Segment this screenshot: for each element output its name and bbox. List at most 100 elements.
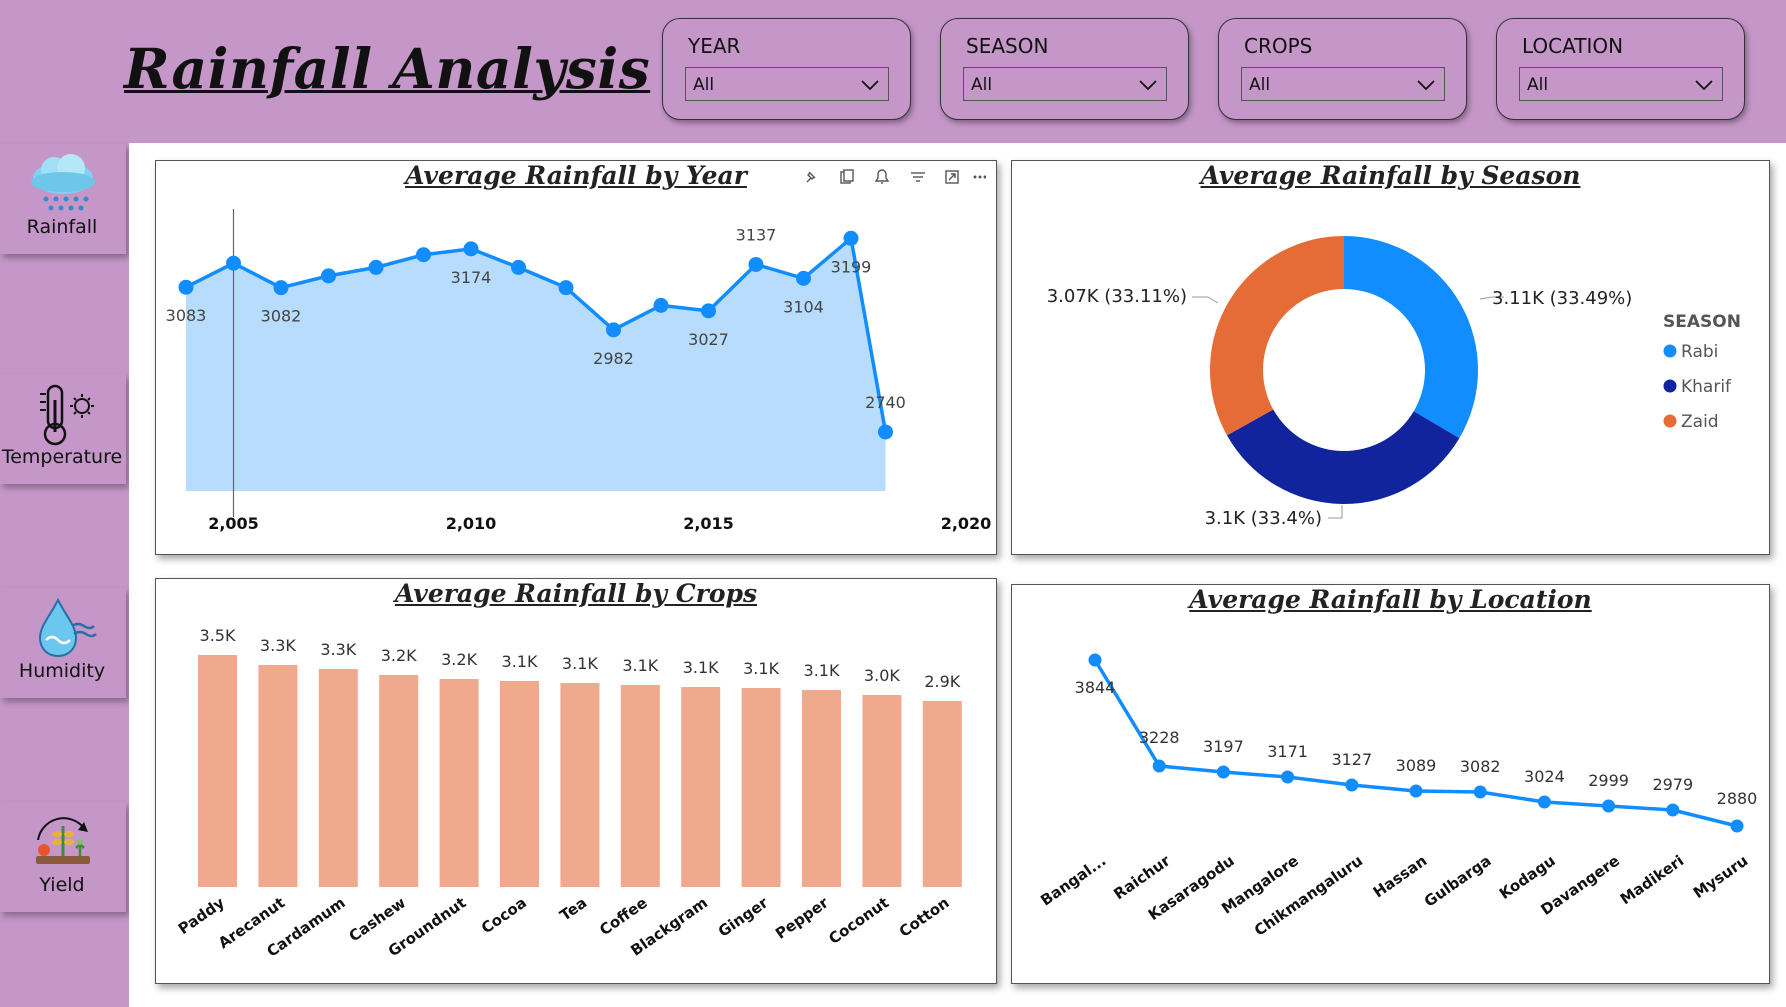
data-label-2006: 3082 <box>261 307 302 326</box>
data-point-2004 <box>178 279 194 295</box>
chevron-down-icon <box>1695 80 1713 91</box>
bar-cardamum <box>318 669 358 887</box>
bar-value-label: 3.1K <box>804 661 840 680</box>
data-label-rabi: 3.11K (33.49%) <box>1492 288 1632 309</box>
location-slicer: LOCATION All <box>1496 18 1745 120</box>
year-dropdown[interactable]: All <box>685 67 889 101</box>
legend-label-kharif: Kharif <box>1681 377 1732 397</box>
bar-value-label: 3.3K <box>260 636 296 655</box>
data-point-madikeri <box>1666 803 1680 817</box>
rainfall-by-year-card[interactable]: 3083 3082 3174 2982 3027 3137 3104 3199 2740 2,00… <box>155 160 997 555</box>
data-label: 3082 <box>1460 757 1501 776</box>
season-slicer-label: SEASON <box>966 34 1049 58</box>
data-label: 3228 <box>1139 728 1180 747</box>
data-point-2016 <box>748 256 764 272</box>
location-dropdown-value: All <box>1527 75 1549 95</box>
x-tick-label: Paddy <box>175 893 228 938</box>
chevron-down-icon <box>1139 80 1157 91</box>
legend-marker-rabi <box>1663 344 1677 358</box>
nav-humidity-button[interactable]: Humidity <box>0 588 126 698</box>
data-label-2018: 3199 <box>831 257 872 276</box>
filter-icon[interactable] <box>911 172 925 182</box>
data-label-2019: 2740 <box>865 393 906 412</box>
bar-cocoa <box>500 681 539 887</box>
data-point-raichur <box>1152 759 1166 773</box>
bar-value-label: 3.2K <box>381 646 417 665</box>
x-tick-label: Gulbarga <box>1421 852 1495 911</box>
data-point-gulbarga <box>1473 785 1487 799</box>
rainfall-by-location-chart: 3844Bangal...3228Raichur3197Kasaragodu31… <box>1037 653 1758 940</box>
plant-yield-icon <box>36 817 90 864</box>
rain-cloud-icon <box>31 154 95 211</box>
season-dropdown[interactable]: All <box>963 67 1167 101</box>
more-options-icon[interactable] <box>973 175 987 179</box>
nav-humidity-label: Humidity <box>18 660 106 682</box>
bar-value-label: 3.1K <box>743 659 779 678</box>
bar-cashew <box>379 675 419 887</box>
slice-rabi <box>1344 236 1478 439</box>
rainfall-by-season-title: Average Rainfall by Season <box>1200 161 1581 190</box>
x-tick-label: Pepper <box>772 893 832 943</box>
data-label-2004: 3083 <box>166 306 207 325</box>
bar-value-label: 3.0K <box>864 666 900 685</box>
location-slicer-label: LOCATION <box>1522 34 1624 58</box>
data-label: 3844 <box>1075 678 1116 697</box>
data-label: 2880 <box>1717 789 1758 808</box>
copy-icon[interactable] <box>840 169 854 184</box>
x-tick-label: Coconut <box>825 894 892 948</box>
rainfall-by-season-chart: 3.11K (33.49%) 3.07K (33.11%) 3.1K (33.4%)… <box>1047 236 1741 529</box>
x-tick-label: 2,005 <box>208 514 259 533</box>
rainfall-by-year-chart: 3083 3082 3174 2982 3027 3137 3104 3199 2740 2,00… <box>166 209 991 533</box>
data-point-2017 <box>796 270 811 286</box>
nav-temperature-button[interactable]: Temperature <box>0 374 126 484</box>
data-label-2010: 3174 <box>451 268 492 287</box>
legend-label-rabi: Rabi <box>1681 342 1718 362</box>
x-tick-label: Bangal... <box>1037 852 1109 910</box>
data-label-2016: 3137 <box>736 225 777 244</box>
bar-value-label: 3.1K <box>683 658 719 677</box>
chevron-down-icon <box>861 80 879 91</box>
focus-mode-icon[interactable] <box>945 170 959 184</box>
crops-slicer: CROPS All <box>1218 18 1467 120</box>
nav-yield-label: Yield <box>39 874 85 896</box>
nav-yield-button[interactable]: Yield <box>0 802 126 912</box>
thermometer-sun-icon <box>40 384 94 446</box>
data-label-2015: 3027 <box>688 330 729 349</box>
nav-rainfall-button[interactable]: Rainfall <box>0 144 126 254</box>
nav-rainfall-label: Rainfall <box>26 216 98 238</box>
x-tick-label: Mysuru <box>1690 852 1751 903</box>
bar-cotton <box>922 701 962 887</box>
rainfall-by-crops-chart: 3.5KPaddy3.3KArecanut3.3KCardamum3.2KCas… <box>175 626 962 961</box>
leader-zaid <box>1192 296 1219 304</box>
data-point-kodagu <box>1537 795 1551 809</box>
bar-paddy <box>198 655 237 887</box>
bar-value-label: 3.1K <box>622 656 658 675</box>
slice-kharif <box>1227 409 1460 504</box>
rainfall-line <box>185 236 888 433</box>
pin-icon[interactable] <box>806 171 816 183</box>
bar-arecanut <box>258 665 298 887</box>
x-tick-label: Cocoa <box>478 894 530 938</box>
x-tick-label: Hassan <box>1370 852 1431 902</box>
data-point-bangal... <box>1088 653 1102 667</box>
data-point-2005 <box>226 255 241 271</box>
year-slicer: YEAR All <box>662 18 911 120</box>
legend-title: SEASON <box>1663 312 1741 332</box>
rainfall-by-location-card[interactable]: 3844 Bangal... 3228 Raichur 3197 Kasaragodu 31… <box>1011 584 1770 984</box>
rainfall-by-crops-title: Average Rainfall by Crops <box>394 579 758 608</box>
x-tick-label: Tea <box>556 894 590 925</box>
location-dropdown[interactable]: All <box>1519 67 1723 101</box>
data-point-davangere <box>1602 799 1616 813</box>
bell-icon[interactable] <box>874 169 890 184</box>
rainfall-by-season-card[interactable]: 3.11K (33.49%) 3.07K (33.11%) 3.1K (33.4%)… <box>1011 160 1770 555</box>
x-tick-label: Chikmangaluru <box>1251 852 1366 940</box>
data-label-2017: 3104 <box>783 297 824 316</box>
bar-ginger <box>741 688 781 887</box>
bar-value-label: 3.1K <box>502 652 538 671</box>
crops-dropdown[interactable]: All <box>1241 67 1445 101</box>
bar-value-label: 3.2K <box>441 650 477 669</box>
slice-zaid <box>1210 236 1344 436</box>
bar-groundnut <box>439 679 479 887</box>
data-point-2011 <box>511 259 526 275</box>
rainfall-by-crops-card[interactable]: 3.5K Paddy 3.3K Arecanut 3.3K Cardamum 3.2K Cas… <box>155 578 997 984</box>
